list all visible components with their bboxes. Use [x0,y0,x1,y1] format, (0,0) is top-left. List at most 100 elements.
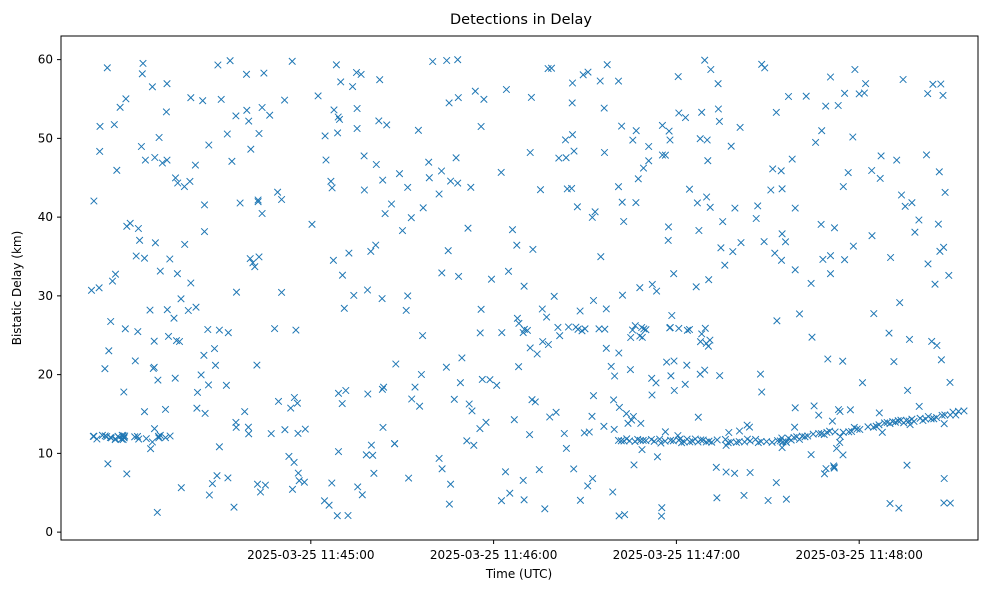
data-point [777,167,785,175]
data-point [192,303,200,311]
data-point [630,461,638,469]
data-point [631,322,639,330]
data-point [515,319,523,328]
data-point [378,294,386,303]
data-point [526,148,534,157]
data-point [627,333,635,342]
data-point [661,151,670,159]
data-point [527,93,536,102]
data-point [698,330,706,338]
data-point [536,186,545,194]
data-point [875,409,883,417]
data-point [542,313,551,321]
data-point [290,458,298,467]
data-point [101,365,109,373]
data-point [121,325,129,333]
data-point [132,252,140,260]
data-point [344,511,352,520]
data-points [87,56,968,520]
data-point [658,151,667,159]
data-point [834,101,842,110]
data-point [105,347,113,355]
data-point [826,73,835,81]
data-point [911,228,919,236]
data-point [123,470,131,478]
data-point [456,379,465,387]
data-point [772,478,780,487]
data-point [155,434,163,442]
data-point [103,432,111,441]
data-point [187,94,195,102]
data-point [853,425,861,433]
data-point [414,126,423,134]
data-point [294,429,302,438]
data-point [519,476,527,485]
y-tick-label: 20 [38,368,53,382]
data-point [602,344,610,352]
data-point [729,247,737,256]
data-point [836,438,844,447]
data-point [150,337,158,345]
data-point [609,396,618,404]
data-point [932,413,941,422]
data-point [717,244,725,252]
data-point [446,177,455,185]
data-point [701,56,709,64]
data-point [363,286,372,294]
data-point [845,428,853,436]
data-point [329,256,338,264]
data-point [246,254,254,263]
data-point [369,451,377,459]
data-point [471,87,479,95]
data-point [187,279,195,287]
data-point [463,437,471,445]
data-point [253,361,261,369]
data-point [581,325,589,333]
data-point [181,240,189,249]
data-point [638,445,646,454]
data-point [685,325,694,334]
data-point [288,485,297,493]
data-point [802,92,810,100]
data-point [191,161,200,169]
data-point [807,279,815,288]
data-point [504,267,513,275]
data-point [839,357,847,365]
data-point [712,463,720,471]
data-point [243,106,251,114]
data-point [255,129,263,138]
data-point [795,310,804,318]
data-point [376,76,384,84]
data-point [95,284,103,292]
y-tick-label: 30 [38,289,53,303]
data-point [174,179,182,187]
data-point [876,174,884,183]
data-point [632,198,640,207]
data-point [924,260,932,268]
data-point [791,266,799,274]
data-point [134,327,142,336]
x-tick-label: 2025-03-25 11:47:00 [613,548,740,562]
data-point [614,183,623,191]
data-point [404,183,412,192]
data-point [653,453,662,461]
data-point [354,483,362,491]
data-point [273,188,282,196]
data-point [513,241,521,249]
data-point [924,89,932,98]
data-point [140,408,149,416]
data-point [468,407,476,415]
data-point [588,474,597,483]
data-point [367,247,375,256]
data-point [348,82,357,91]
data-point [868,232,876,240]
data-point [597,253,605,261]
data-point [116,103,124,111]
data-point [886,499,894,508]
data-point [893,156,901,164]
data-point [513,314,522,322]
data-point [464,224,472,232]
data-point [664,236,672,245]
data-point [779,438,787,446]
